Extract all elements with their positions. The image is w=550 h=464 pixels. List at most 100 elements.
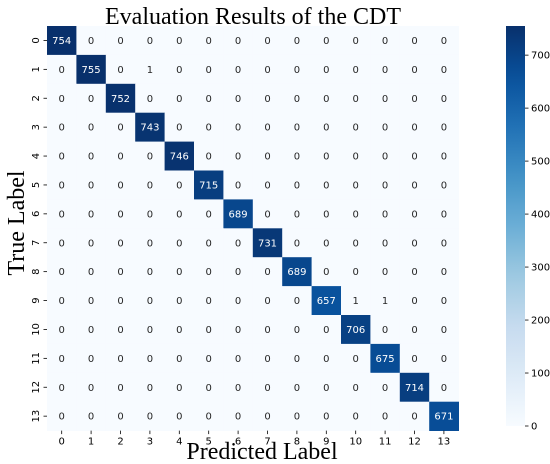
- cell-value-label: 0: [382, 36, 388, 47]
- cell-value-label: 0: [411, 94, 417, 105]
- cell-value-label: 0: [117, 152, 123, 163]
- cell-value-label: 0: [382, 325, 388, 336]
- cell-value-label: 0: [382, 383, 388, 394]
- heatmap-cell: [47, 26, 77, 56]
- heatmap-cell: [252, 372, 283, 403]
- heatmap-cell: [370, 343, 401, 374]
- cell-value-label: 0: [323, 238, 329, 249]
- cell-value-label: 0: [59, 209, 65, 220]
- heatmap-cell: [399, 401, 430, 431]
- heatmap-cell: [341, 54, 371, 85]
- heatmap-cell: [164, 141, 195, 171]
- heatmap-cell: [311, 228, 342, 258]
- cell-value-label: 0: [88, 296, 94, 307]
- cell-value-label: 0: [441, 209, 447, 220]
- heatmap-cell: [47, 83, 77, 114]
- x-tick-label: 8: [294, 437, 300, 448]
- cell-value-label: 0: [382, 152, 388, 163]
- cell-value-label: 0: [117, 65, 123, 76]
- cell-value-label: 689: [287, 267, 306, 278]
- x-tick-label: 9: [323, 437, 329, 448]
- x-tick-label: 6: [235, 437, 241, 448]
- cell-value-label: 0: [353, 209, 359, 220]
- cell-value-label: 0: [294, 238, 300, 249]
- cell-value-label: 0: [59, 65, 65, 76]
- cell-value-label: 0: [176, 94, 182, 105]
- heatmap-cell: [399, 343, 430, 374]
- cell-value-label: 0: [323, 267, 329, 278]
- x-tick-label: 2: [117, 437, 123, 448]
- cell-value-label: 0: [59, 152, 65, 163]
- cell-value-label: 0: [147, 152, 153, 163]
- cell-value-label: 0: [88, 36, 94, 47]
- heatmap-cell: [105, 26, 136, 56]
- cell-value-label: 0: [235, 94, 241, 105]
- x-tick-label: 1: [88, 437, 94, 448]
- y-tick-label: 6: [31, 211, 42, 217]
- cell-value-label: 0: [441, 36, 447, 47]
- heatmap-cell: [429, 315, 459, 345]
- cell-value-label: 0: [411, 325, 417, 336]
- cell-value-label: 0: [117, 383, 123, 394]
- x-tick-label: 5: [206, 437, 212, 448]
- heatmap-cell: [311, 141, 342, 171]
- x-tick-label: 11: [379, 437, 392, 448]
- cell-value-label: 0: [117, 209, 123, 220]
- heatmap-cell: [194, 26, 224, 56]
- cell-value-label: 0: [88, 123, 94, 134]
- heatmap-cell: [341, 401, 371, 431]
- cell-value-label: 0: [441, 267, 447, 278]
- y-tick-label: 1: [31, 66, 42, 72]
- cell-value-label: 0: [441, 238, 447, 249]
- cell-value-label: 0: [88, 325, 94, 336]
- heatmap-cell: [370, 26, 401, 56]
- x-tick-label: 0: [59, 437, 65, 448]
- cell-value-label: 0: [264, 412, 270, 423]
- heatmap-cell: [194, 199, 224, 229]
- heatmap-cell: [282, 257, 312, 287]
- heatmap-cell: [429, 286, 459, 316]
- cell-value-label: 0: [59, 412, 65, 423]
- heatmap-cell: [282, 315, 312, 345]
- y-tick-label: 3: [31, 124, 42, 130]
- cell-value-label: 0: [235, 180, 241, 191]
- cell-value-label: 0: [323, 209, 329, 220]
- cell-value-label: 0: [117, 123, 123, 134]
- heatmap-cell: [399, 372, 430, 403]
- heatmap-cell: [164, 315, 195, 345]
- cell-value-label: 0: [411, 354, 417, 365]
- heatmap-cell: [194, 228, 224, 258]
- heatmap-cell: [370, 83, 401, 114]
- cell-value-label: 0: [206, 325, 212, 336]
- heatmap-cell: [252, 401, 283, 431]
- heatmap-cell: [429, 228, 459, 258]
- heatmap-cell: [105, 343, 136, 374]
- heatmap-cell: [135, 83, 165, 114]
- cell-value-label: 0: [59, 238, 65, 249]
- cell-value-label: 715: [199, 180, 218, 191]
- cell-value-label: 0: [206, 267, 212, 278]
- cell-value-label: 0: [88, 267, 94, 278]
- cell-value-label: 0: [264, 267, 270, 278]
- cell-value-label: 0: [441, 65, 447, 76]
- cell-value-label: 0: [382, 94, 388, 105]
- heatmap-cell: [164, 54, 195, 85]
- cell-value-label: 0: [147, 209, 153, 220]
- cell-value-label: 0: [353, 238, 359, 249]
- cell-value-label: 0: [235, 152, 241, 163]
- heatmap-cell: [341, 228, 371, 258]
- cell-value-label: 0: [323, 65, 329, 76]
- heatmap-cell: [223, 54, 254, 85]
- heatmap-cell: [341, 199, 371, 229]
- heatmap-cell: [282, 26, 312, 56]
- cell-value-label: 0: [353, 65, 359, 76]
- cell-value-label: 0: [88, 152, 94, 163]
- heatmap-cell: [47, 54, 77, 85]
- heatmap-cell: [399, 141, 430, 171]
- heatmap-cell: [76, 83, 107, 114]
- heatmap-cell: [252, 286, 283, 316]
- cell-value-label: 0: [147, 296, 153, 307]
- cell-value-label: 0: [117, 354, 123, 365]
- heatmap-cell: [105, 286, 136, 316]
